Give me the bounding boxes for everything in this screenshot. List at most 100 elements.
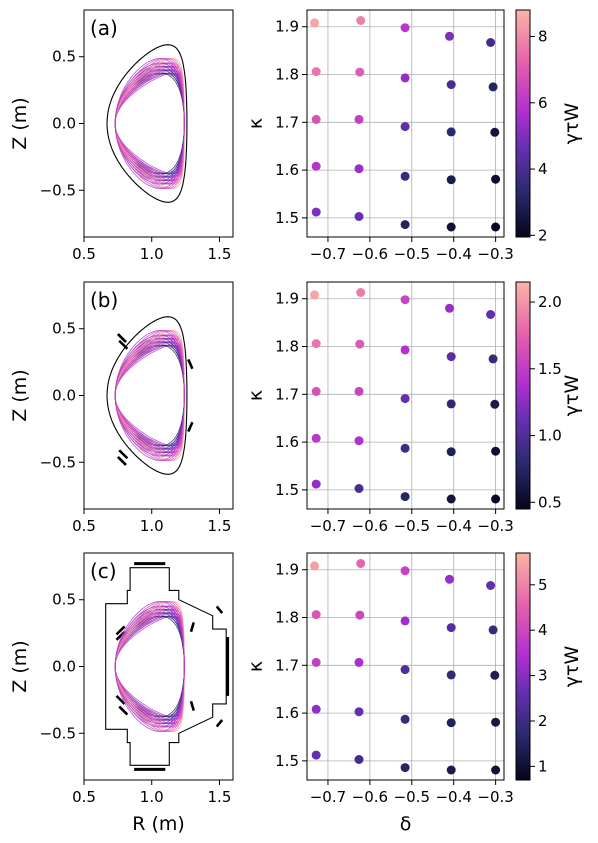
stabilizing-coil (116, 333, 127, 344)
scatter-ytick-label: 1.5 (275, 481, 299, 499)
stabilizing-coil (215, 605, 224, 614)
y-axis-label: κ (245, 118, 267, 129)
x-axis-label: R (m) (132, 813, 185, 835)
scatter-ytick-label: 1.8 (275, 609, 299, 627)
scatter-xtick-label: −0.5 (394, 788, 430, 806)
scatter-point (311, 339, 321, 349)
scatter-point (445, 303, 454, 313)
scatter-point (491, 174, 501, 184)
scatter-point (400, 171, 410, 181)
scatter-ytick-label: 1.7 (275, 385, 299, 403)
scatter-point (446, 494, 456, 504)
stabilizing-coil (118, 705, 129, 716)
scatter-point (311, 479, 321, 489)
colorbar-tick-label: 1.5 (538, 360, 562, 378)
scatter-point (490, 670, 500, 680)
scatter-xtick-label: −0.7 (310, 788, 346, 806)
cross-section-ytick-label: −0.5 (40, 724, 76, 742)
plasma-boundary (114, 334, 185, 457)
axes-frame (306, 9, 505, 238)
plasma-boundary (114, 65, 185, 182)
scatter-xtick-label: −0.4 (435, 517, 471, 535)
plasma-boundary (114, 58, 185, 189)
scatter-xtick-label: −0.6 (352, 517, 388, 535)
scatter-point (354, 212, 364, 221)
scatter-ytick-label: 1.9 (275, 18, 299, 36)
scatter-point (400, 394, 410, 404)
scatter-xtick-label: −0.7 (310, 517, 346, 535)
vessel-wall (105, 567, 227, 766)
scatter-point (446, 623, 456, 633)
scatter-point (355, 67, 365, 77)
colorbar-gradient (515, 9, 531, 238)
scatter-point (400, 566, 410, 576)
y-axis-label: κ (245, 390, 267, 401)
scatter-ytick-label: 1.7 (275, 656, 299, 674)
scatter-point (311, 750, 321, 760)
cross-section-panel: 0.5 1.0 1.5 −0.5 0.0 0.5 (b) Z (m) (9, 281, 234, 535)
plasma-boundary (114, 334, 185, 457)
scatter-ytick-label: 1.9 (275, 561, 299, 579)
cross-section-ytick-label: 0.0 (52, 115, 76, 133)
plasma-boundary (114, 337, 185, 454)
scatter-point (310, 18, 319, 28)
scatter-point (486, 310, 496, 319)
scatter-xtick-label: −0.7 (310, 245, 346, 263)
cross-section-xtick-label: 1.0 (140, 788, 164, 806)
stabilizing-coil (189, 622, 195, 633)
scatter-point (446, 175, 456, 185)
scatter-point (311, 161, 321, 171)
x-axis-label: δ (400, 813, 412, 835)
stabilizing-coil (115, 694, 126, 705)
plasma-boundary (114, 65, 185, 182)
plasma-boundary (114, 65, 185, 182)
cross-section-panel: 0.5 1.0 1.5 −0.5 0.0 0.5 (c) Z (m) R (m) (9, 552, 234, 835)
scatter-point (400, 443, 410, 453)
cross-section-xtick-label: 1.5 (208, 788, 232, 806)
plasma-boundary (114, 62, 185, 185)
stabilizing-coil (118, 339, 129, 350)
colorbar-tick-label: 2.0 (538, 293, 562, 311)
cross-section-ytick-label: −0.5 (40, 181, 76, 199)
scatter-point (486, 38, 496, 47)
plasma-boundary (114, 334, 185, 457)
scatter-point (354, 436, 364, 446)
stabilizing-coil (116, 455, 127, 466)
cross-section-panel: 0.5 1.0 1.5 −0.5 0.0 0.5 (a) Z (m) (9, 9, 234, 263)
scatter-point (445, 31, 454, 41)
plasma-boundary (114, 330, 185, 461)
scatter-point (311, 704, 321, 714)
scatter-point (354, 114, 364, 124)
scatter-point (355, 339, 365, 349)
cross-section-xtick-label: 1.5 (208, 245, 232, 263)
scatter-point (445, 574, 454, 584)
scatter-ytick-label: 1.5 (275, 209, 299, 227)
colorbar: 1 2 3 4 5 γτW (515, 552, 583, 781)
scatter-point (311, 386, 321, 396)
plasma-boundary (114, 65, 185, 182)
stabilizing-coil (189, 700, 195, 711)
colorbar: 2 4 6 8 γτW (515, 9, 583, 244)
cross-section-ytick-label: 0.0 (52, 387, 76, 405)
colorbar-tick-label: 6 (538, 94, 548, 112)
cross-section-ytick-label: −0.5 (40, 453, 76, 471)
y-axis-label: Z (m) (9, 640, 31, 692)
plasma-boundary (114, 330, 185, 461)
plasma-boundary (114, 337, 185, 454)
scatter-point (311, 610, 321, 620)
colorbar-tick-label: 1 (538, 757, 548, 775)
scatter-xtick-label: −0.5 (394, 517, 430, 535)
scatter-point (491, 765, 501, 775)
plasma-boundary (114, 608, 185, 725)
scatter-xtick-label: −0.5 (394, 245, 430, 263)
scatter-xtick-label: −0.4 (435, 245, 471, 263)
scatter-point (491, 446, 501, 456)
colorbar-gradient (515, 281, 531, 510)
scatter-point (446, 222, 456, 232)
axes-frame (83, 281, 234, 510)
scatter-point (446, 765, 456, 775)
scatter-point (354, 707, 364, 717)
plasma-boundary (114, 65, 185, 182)
scatter-point (446, 127, 456, 137)
